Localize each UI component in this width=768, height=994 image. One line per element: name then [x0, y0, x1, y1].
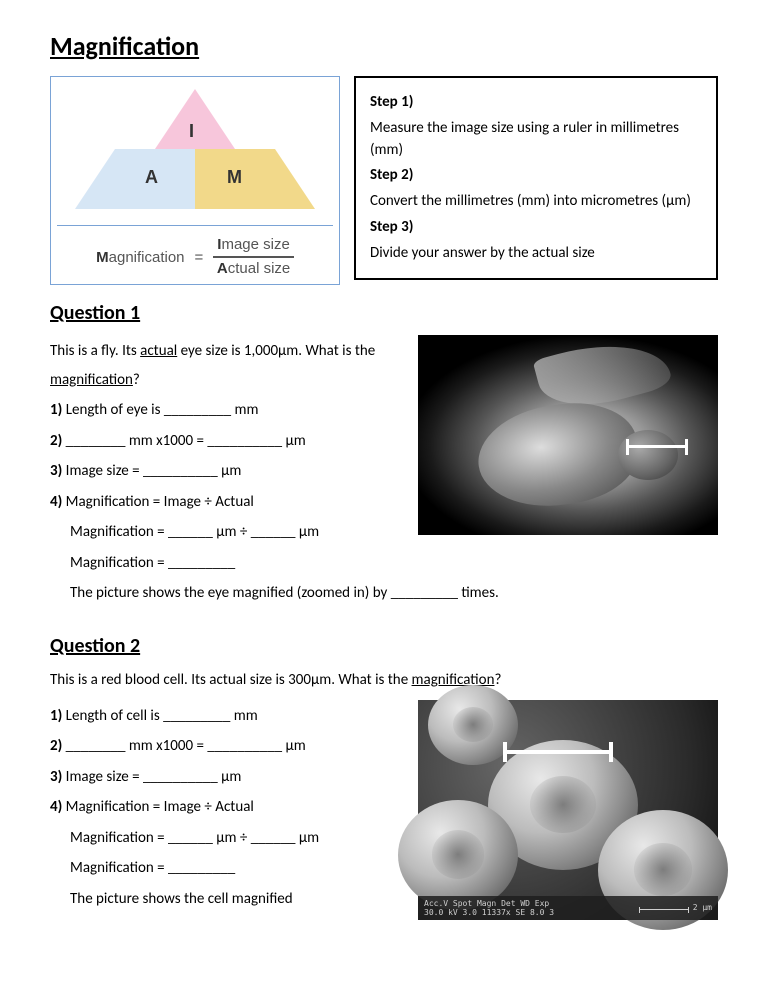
step2-heading: Step 2) [370, 165, 702, 187]
q2-line6: Magnification = _________ [50, 854, 402, 883]
step1-heading: Step 1) [370, 92, 702, 114]
blood-cell-image: Acc.V Spot Magn Det WD Exp 30.0 kV 3.0 1… [418, 700, 718, 920]
question1-heading: Question 1 [50, 301, 718, 325]
formula-equation: Magnification = Image size Actual size [57, 225, 333, 278]
step1-text: Measure the image size using a ruler in … [370, 118, 702, 162]
triangle-a-label: A [145, 167, 158, 188]
fly-image [418, 335, 718, 535]
q1-line6: Magnification = _________ [50, 549, 402, 578]
triangle-m-label: M [227, 167, 242, 188]
q2-line2: 2) ________ mm x1000 = __________ µm [50, 732, 402, 761]
q2-line7: The picture shows the cell magnified [50, 885, 402, 914]
q2-intro: This is a red blood cell. Its actual siz… [50, 668, 718, 692]
triangle-i-label: I [189, 121, 194, 142]
page-title: Magnification [50, 30, 718, 62]
sem-footer: Acc.V Spot Magn Det WD Exp 30.0 kV 3.0 1… [418, 896, 718, 920]
question2-heading: Question 2 [50, 634, 718, 658]
question2-row: 1) Length of cell is _________ mm 2) ___… [50, 700, 718, 920]
q2-line5: Magnification = ______ µm ÷ ______ µm [50, 824, 402, 853]
q1-line1: 1) 1) Length of eye is _________ mmLengt… [50, 396, 402, 425]
q1-line3: 3) Image size = __________ µm [50, 457, 402, 486]
top-row: I A M Magnification = Image size Actual … [50, 76, 718, 285]
q1-line4: 4) Magnification = Image ÷ Actual [50, 488, 402, 517]
q2-line1: 1) Length of cell is _________ mm [50, 702, 402, 731]
formula-triangle: I A M [57, 83, 333, 219]
step3-text: Divide your answer by the actual size [370, 243, 702, 265]
q2-line4: 4) Magnification = Image ÷ Actual [50, 793, 402, 822]
q1-line7: The picture shows the eye magnified (zoo… [50, 579, 718, 608]
fly-measure-bar [626, 445, 688, 448]
question2-text: 1) Length of cell is _________ mm 2) ___… [50, 700, 402, 920]
question1-text: This is a fly. Its actual eye size is 1,… [50, 335, 402, 579]
q1-intro: This is a fly. Its actual eye size is 1,… [50, 337, 402, 394]
q2-line3: 3) Image size = __________ µm [50, 763, 402, 792]
cell-measure-bar [503, 750, 613, 754]
question1-row: This is a fly. Its actual eye size is 1,… [50, 335, 718, 579]
q1-line5: Magnification = ______ µm ÷ ______ µm [50, 518, 402, 547]
formula-box: I A M Magnification = Image size Actual … [50, 76, 340, 285]
step2-text: Convert the millimetres (mm) into microm… [370, 191, 702, 213]
q1-line2: 2) ________ mm x1000 = __________ µm [50, 427, 402, 456]
step3-heading: Step 3) [370, 217, 702, 239]
steps-box: Step 1) Measure the image size using a r… [354, 76, 718, 280]
